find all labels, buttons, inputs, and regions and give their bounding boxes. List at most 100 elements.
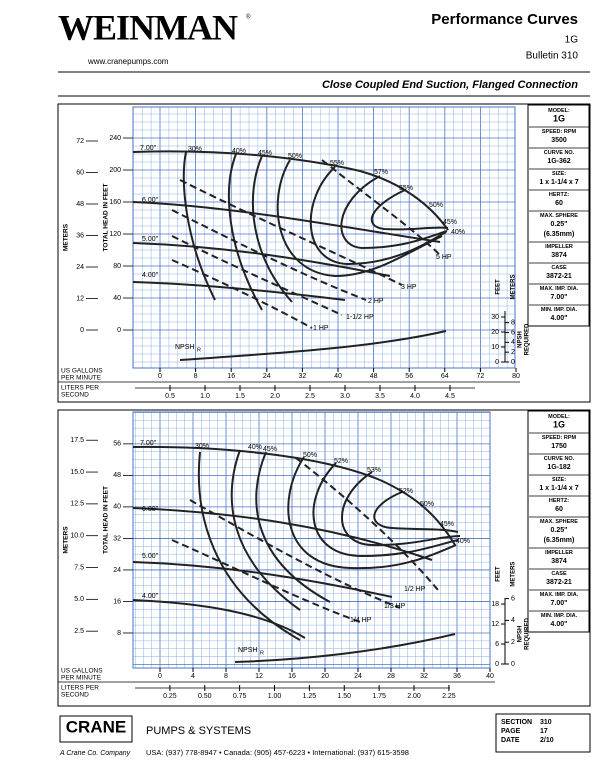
info-label: MODEL: (548, 108, 570, 114)
info-value: (6.35mm) (544, 231, 575, 238)
info-value: 3874 (551, 558, 567, 565)
gpm-tick-label: 4 (191, 673, 195, 680)
info-label: HERTZ: (549, 498, 569, 504)
curve (287, 456, 457, 570)
gpm-tick-label: 16 (288, 673, 296, 680)
feet-tick-label: 16 (113, 598, 121, 605)
curve-label: 40% (456, 538, 470, 545)
title: Performance Curves (431, 11, 578, 28)
curve-label: 40% (248, 444, 262, 451)
meters-title: METERS (63, 223, 70, 251)
info-value: 60 (555, 506, 563, 513)
curve-label: 5.00" (142, 236, 159, 243)
meter-tick-label: 5.0 (74, 596, 84, 603)
npsh-label-sub: R (260, 650, 264, 656)
feet-title: TOTAL HEAD IN FEET (103, 184, 110, 252)
lps-tick-label: 1.0 (200, 393, 210, 400)
curve-label: 5.00" (142, 553, 159, 560)
feet-tick-label: 160 (109, 199, 121, 206)
curve-label: 5 HP (436, 254, 452, 261)
info-label: MIN. IMP. DIA. (541, 307, 578, 313)
curve-label: 4.00" (142, 593, 159, 600)
npsh-title: REQUIRED (525, 618, 531, 650)
info-label: SPEED: RPM (542, 435, 577, 441)
gpm-tick-label: 28 (387, 673, 395, 680)
gpm-title: PER MINUTE (61, 675, 102, 682)
lps-tick-label: 1.25 (303, 693, 317, 700)
info-value: 3500 (551, 137, 567, 144)
curve-label: 50% (303, 452, 317, 459)
lps-tick-label: 1.50 (337, 693, 351, 700)
lps-tick-label: 2.5 (305, 393, 315, 400)
info-label: SIZE: (552, 171, 566, 177)
meter-tick-label: 36 (76, 232, 84, 239)
npsh-meter-tick-label: 2 (511, 639, 515, 646)
curve (197, 451, 301, 641)
page-label: PAGE (501, 728, 521, 735)
info-label: MODEL: (548, 414, 570, 420)
curve-label: 40% (232, 148, 246, 155)
feet-tick-label: 8 (117, 630, 121, 637)
gpm-tick-label: 36 (453, 673, 461, 680)
curve-label: 55% (399, 185, 413, 192)
lps-title: LITERS PER (61, 685, 99, 692)
hp-curve (295, 457, 439, 591)
gpm-tick-label: 8 (194, 373, 198, 380)
hp-curve (171, 235, 343, 316)
npsh-meters-title: METERS (511, 274, 517, 299)
info-label: HERTZ: (549, 192, 569, 198)
lps-tick-label: 1.5 (235, 393, 245, 400)
feet-tick-label: 80 (113, 263, 121, 270)
curve (370, 189, 449, 231)
feet-tick-label: 120 (109, 231, 121, 238)
info-label: MAX. IMP. DIA. (540, 286, 579, 292)
lps-title: LITERS PER (61, 385, 99, 392)
lps-tick-label: 0.5 (165, 393, 175, 400)
npsh-label: NPSH (175, 344, 194, 351)
feet-tick-label: 240 (109, 135, 121, 142)
section-box (495, 713, 591, 753)
meter-tick-label: 17.5 (70, 437, 84, 444)
curve-label: 7.00" (140, 145, 157, 152)
date: 2/10 (540, 737, 554, 744)
info-value: 0.25" (551, 527, 568, 534)
company: A Crane Co. Company (59, 750, 131, 757)
lps-tick-label: 0.75 (233, 693, 247, 700)
hp-curve (171, 209, 367, 301)
npsh-feet-tick-label: 10 (491, 344, 499, 351)
lps-tick-label: 4.0 (410, 393, 420, 400)
gpm-tick-label: 40 (486, 673, 494, 680)
gpm-tick-label: 32 (420, 673, 428, 680)
info-label: SIZE: (552, 477, 566, 483)
chart-frame (57, 409, 591, 707)
curve (230, 449, 301, 611)
info-value: 1G-362 (547, 158, 570, 165)
info-value: 1G (553, 419, 565, 429)
curve-label: 4.00" (142, 272, 159, 279)
info-value: 4.00" (551, 621, 568, 628)
curve (132, 599, 306, 639)
info-label: CASE (551, 571, 567, 577)
curve-label: 1/4 HP (350, 617, 372, 624)
feet-tick-label: 48 (113, 472, 121, 479)
npsh-title: NPSH (518, 626, 524, 643)
feet-tick-label: 0 (117, 327, 121, 334)
lps-tick-label: 2.25 (442, 693, 456, 700)
info-value: 1 x 1-1/4 x 7 (539, 179, 578, 186)
hp-curve (321, 159, 441, 256)
contacts: USA: (937) 778-8947 • Canada: (905) 457-… (146, 748, 409, 757)
curve-label: 6.00" (142, 506, 159, 513)
meters-title: METERS (63, 526, 70, 554)
curve-label: 2 HP (368, 298, 384, 305)
info-label: MAX. IMP. DIA. (540, 592, 579, 598)
curve-label: 45% (258, 150, 272, 157)
gpm-tick-label: 72 (477, 373, 485, 380)
info-label: SPEED: RPM (542, 129, 577, 135)
npsh-label: NPSH (238, 647, 257, 654)
feet-tick-label: 40 (113, 295, 121, 302)
lps-tick-label: 0.50 (198, 693, 212, 700)
gpm-title: US GALLONS (61, 368, 103, 375)
meter-tick-label: 7.5 (74, 564, 84, 571)
lps-tick-label: 4.5 (445, 393, 455, 400)
curve-label: 52% (399, 488, 413, 495)
